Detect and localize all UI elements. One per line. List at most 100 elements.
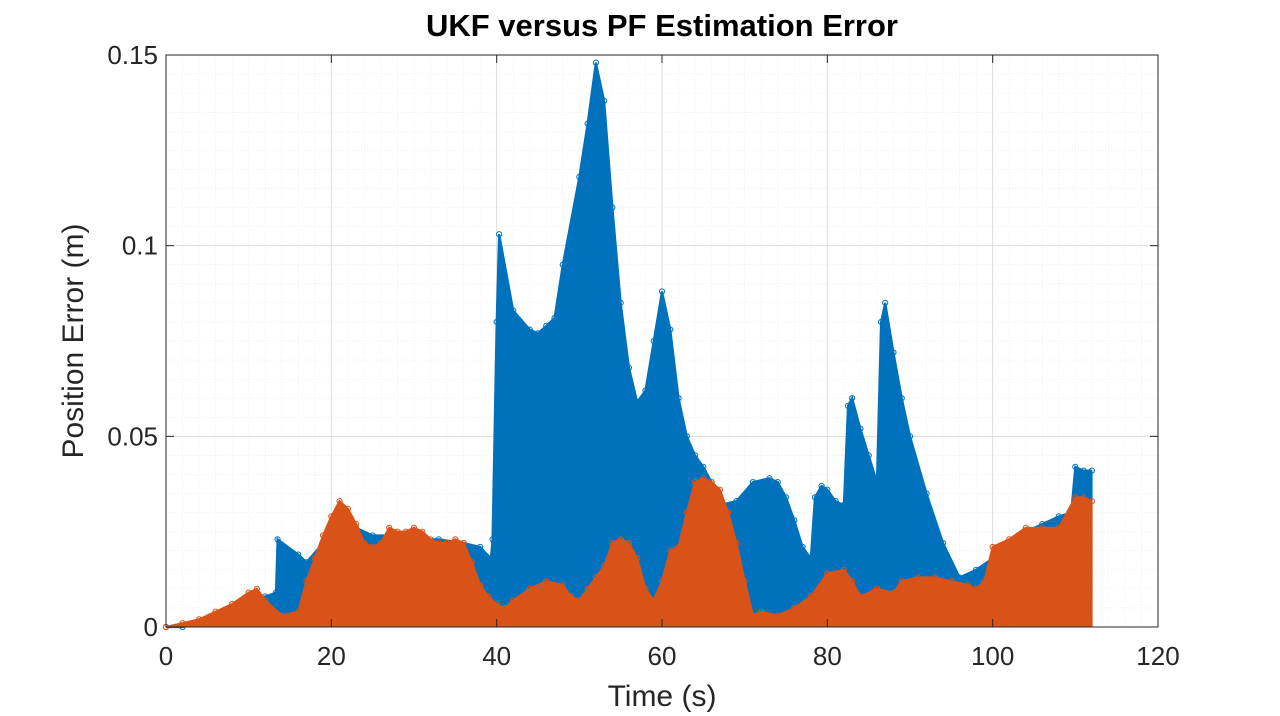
data-point — [774, 478, 781, 486]
data-point — [559, 581, 566, 589]
x-tick-label: 120 — [1136, 641, 1179, 671]
data-point — [642, 585, 649, 592]
data-point — [973, 566, 980, 573]
data-point — [551, 315, 558, 322]
plot-area: 0 20 40 60 80 100 120 0 0.05 0.1 0.15 — [107, 40, 1179, 671]
data-point — [844, 402, 852, 409]
data-point — [1088, 467, 1095, 474]
data-point — [477, 581, 484, 589]
data-point — [229, 601, 236, 608]
x-tick-label: 40 — [482, 641, 511, 671]
data-point — [394, 528, 401, 535]
data-point — [625, 364, 633, 371]
x-axis-ticks: 0 20 40 60 80 100 120 — [159, 55, 1180, 671]
y-tick-label: 0.1 — [122, 231, 158, 261]
data-point — [617, 536, 624, 543]
data-point — [592, 59, 599, 66]
data-point — [658, 578, 666, 585]
data-point — [526, 585, 533, 592]
data-point — [274, 536, 281, 543]
data-point — [691, 452, 699, 459]
data-point — [1072, 463, 1079, 470]
data-point — [601, 97, 608, 104]
data-point — [303, 578, 310, 585]
data-point — [989, 543, 996, 551]
data-point — [245, 589, 252, 596]
data-point — [468, 559, 475, 566]
data-point — [443, 540, 451, 547]
x-tick-label: 0 — [159, 641, 173, 671]
data-point — [716, 486, 723, 493]
data-point — [319, 532, 327, 539]
data-point — [939, 540, 947, 547]
data-point — [824, 486, 831, 493]
data-point — [369, 543, 376, 551]
data-point — [1006, 536, 1013, 543]
data-point — [807, 555, 814, 562]
data-point — [849, 395, 856, 402]
data-point — [576, 597, 583, 604]
data-point — [931, 574, 938, 581]
data-point — [567, 593, 575, 600]
x-tick-label: 80 — [813, 641, 842, 671]
data-point — [766, 475, 773, 482]
y-tick-label: 0 — [144, 612, 158, 642]
data-point — [683, 509, 690, 516]
data-point — [700, 475, 707, 482]
data-point — [477, 543, 484, 551]
data-point — [435, 540, 442, 547]
data-point — [493, 601, 500, 608]
data-point — [873, 478, 881, 486]
data-point — [840, 501, 847, 509]
series-2-stem-path — [166, 478, 1093, 627]
data-point — [1080, 467, 1087, 474]
series-layer — [162, 59, 1095, 631]
data-point — [799, 543, 806, 551]
data-point — [510, 307, 517, 314]
data-point — [543, 578, 550, 585]
data-point — [741, 578, 748, 585]
data-point — [857, 425, 864, 432]
data-point — [609, 540, 616, 547]
x-axis-label: Time (s) — [608, 680, 717, 713]
data-point — [460, 540, 467, 547]
data-point — [253, 585, 261, 592]
series-2 — [162, 475, 1095, 631]
data-point — [559, 261, 566, 268]
data-point — [877, 318, 885, 326]
data-point — [691, 478, 699, 486]
data-point — [890, 589, 897, 596]
data-point — [964, 581, 971, 589]
data-point — [386, 524, 393, 531]
data-point — [1055, 513, 1062, 520]
data-point — [272, 589, 280, 596]
data-point — [642, 387, 649, 394]
data-point — [534, 330, 542, 337]
data-point — [708, 478, 715, 486]
data-point — [791, 517, 798, 524]
data-point — [410, 524, 418, 531]
data-point — [811, 494, 819, 501]
y-axis-label: Position Error (m) — [57, 223, 90, 458]
data-point — [807, 593, 814, 600]
data-point — [328, 513, 335, 520]
data-point — [1080, 494, 1087, 501]
data-point — [485, 593, 492, 600]
data-point — [179, 620, 186, 627]
data-point — [584, 585, 591, 592]
data-point — [898, 395, 905, 402]
data-point — [1022, 524, 1029, 531]
data-point — [625, 540, 633, 547]
data-point — [725, 509, 732, 516]
data-point — [493, 318, 500, 326]
data-point — [923, 490, 930, 497]
data-point — [262, 597, 269, 604]
data-point — [427, 536, 434, 543]
data-point — [584, 120, 591, 127]
data-point — [543, 322, 550, 329]
data-point — [667, 547, 674, 554]
data-point — [501, 604, 509, 612]
data-point — [634, 398, 641, 406]
data-point — [526, 326, 533, 333]
